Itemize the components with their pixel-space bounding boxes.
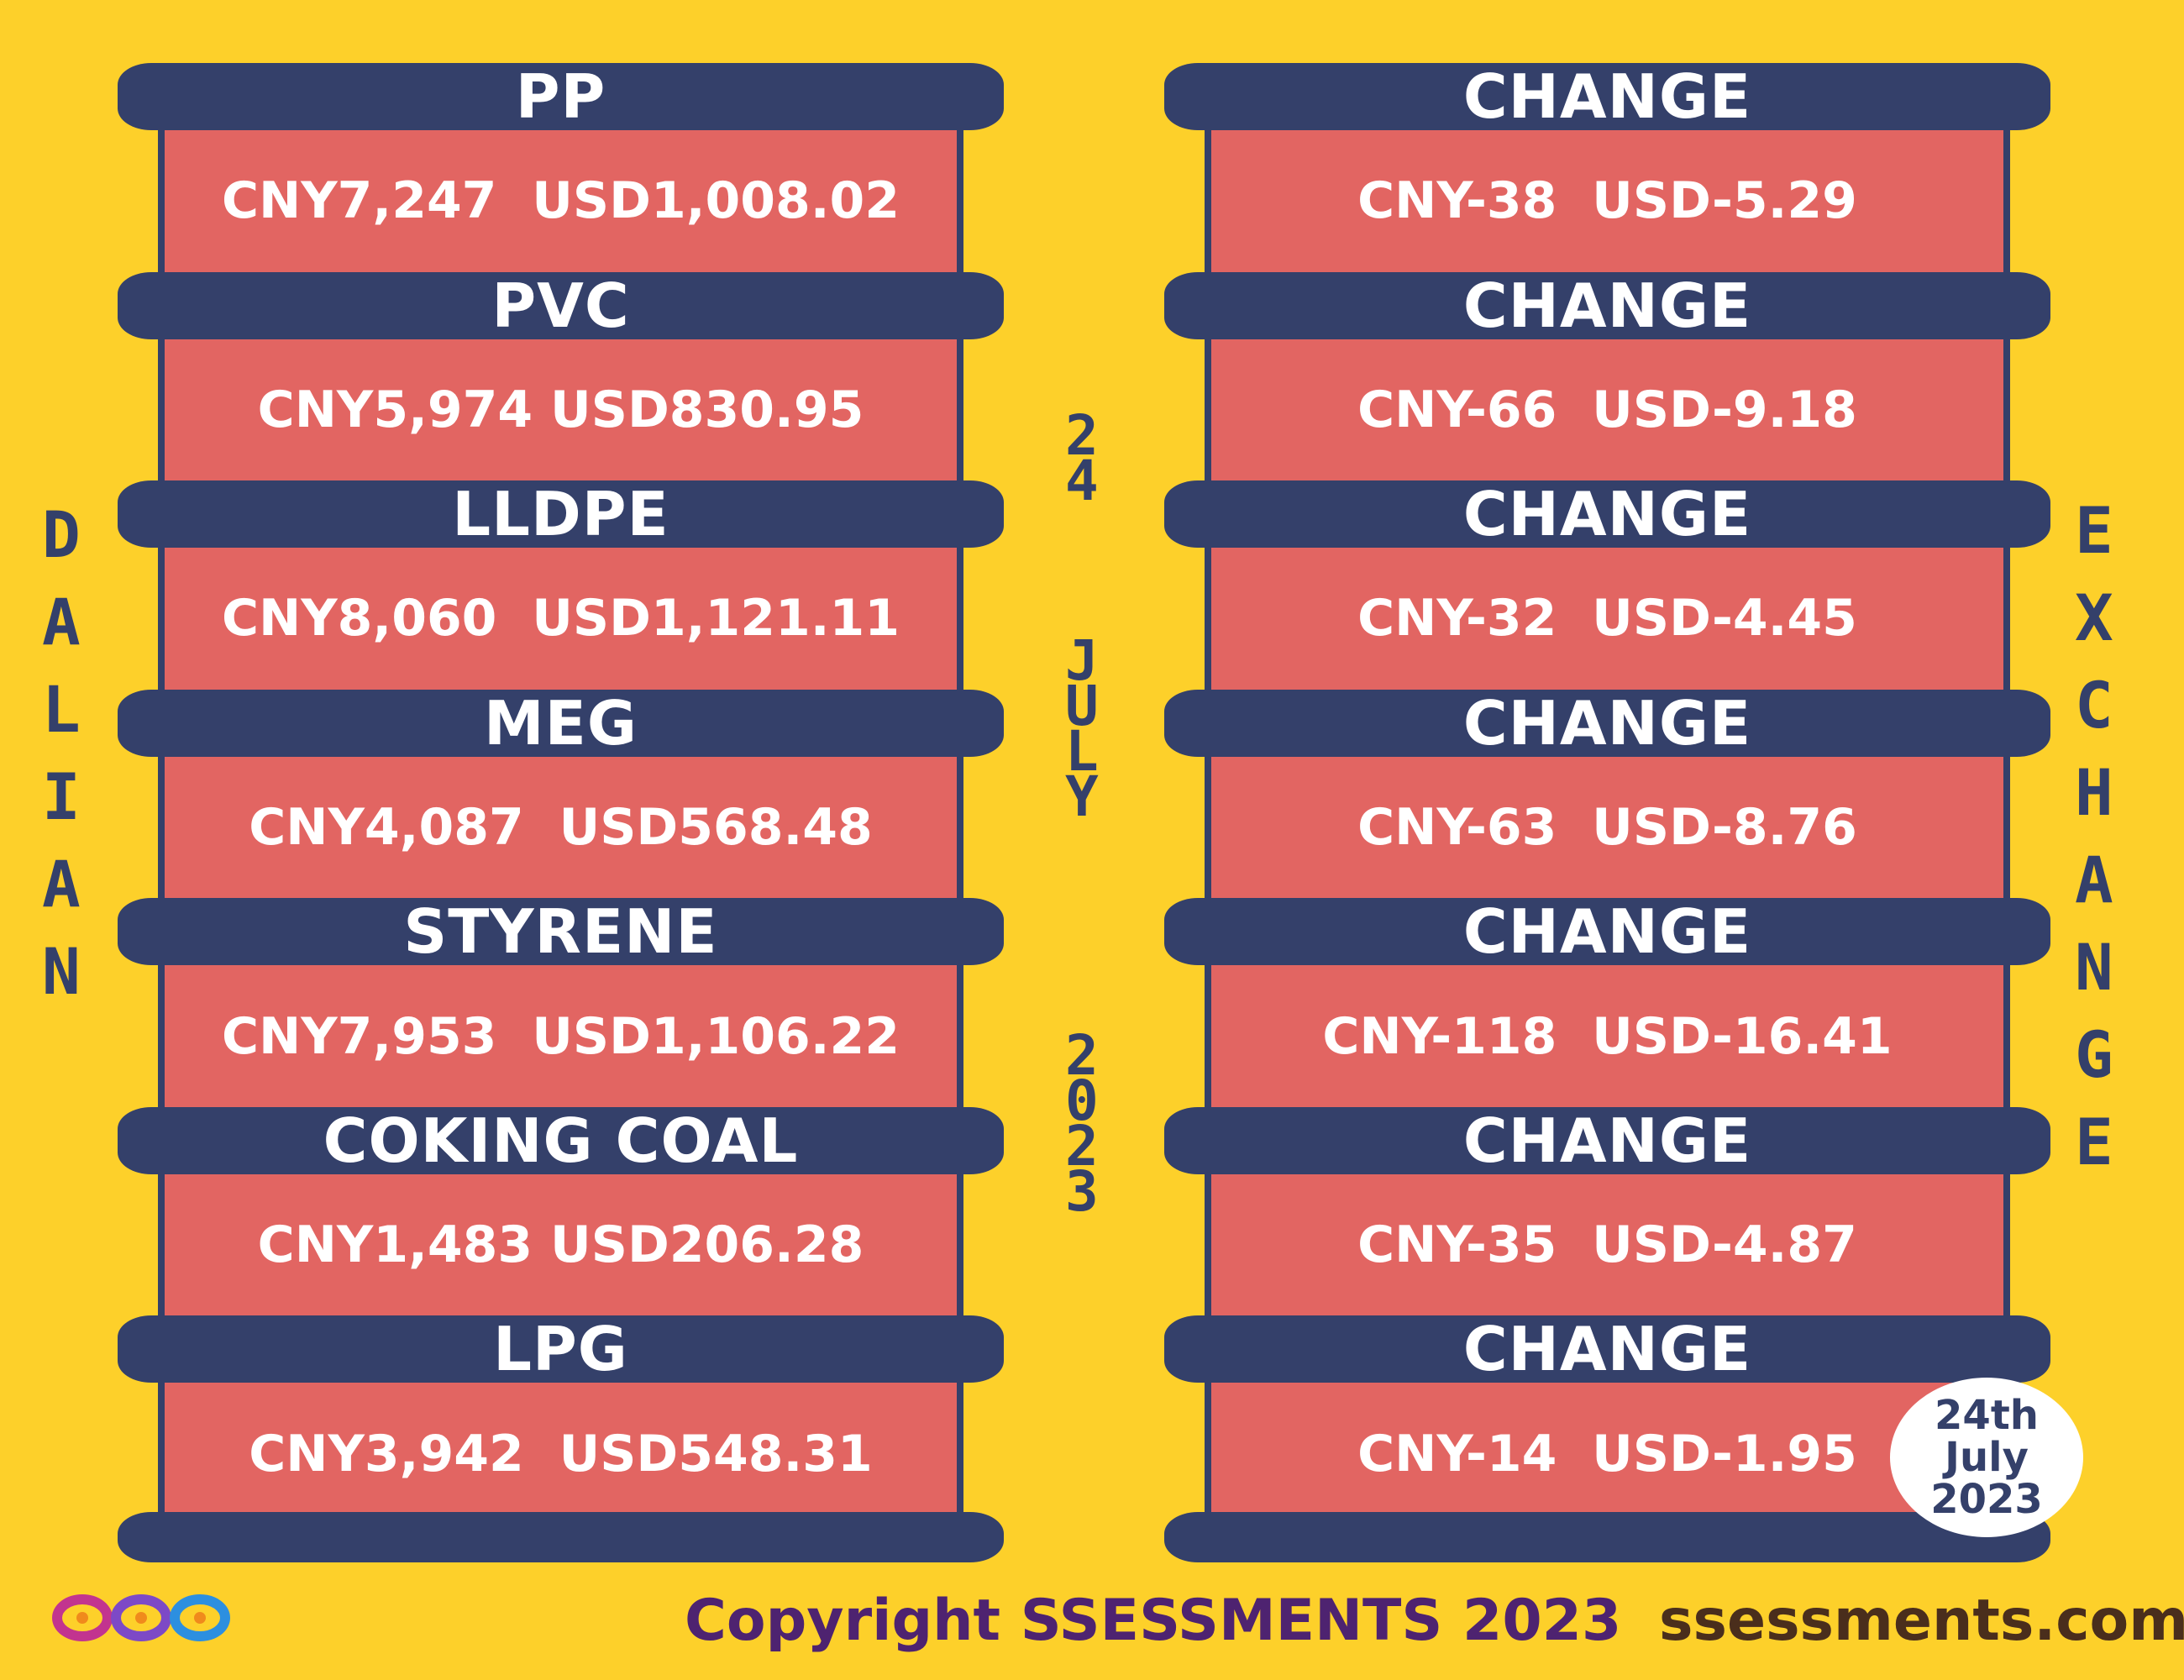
commodity-name: PP <box>118 63 1004 130</box>
change-value: CNY-38 USD-5.29 <box>1357 171 1857 231</box>
change-value: CNY-35 USD-4.87 <box>1357 1215 1857 1275</box>
change-label: CHANGE <box>1164 1106 2050 1174</box>
change-row: CHANGE CNY-118 USD-16.41 <box>1164 898 2050 1107</box>
commodity-row: PP CNY7,247 USD1,008.02 <box>118 63 1004 272</box>
date-badge-day: 24th <box>1935 1392 2039 1439</box>
change-label: CHANGE <box>1164 480 2050 549</box>
vertical-letter: X <box>2075 580 2113 655</box>
copyright-text: Copyright SSESSMENTS 2023 <box>685 1588 1622 1654</box>
commodity-name: PVC <box>118 271 1004 339</box>
commodity-row: LPG CNY3,942 USD548.31 <box>118 1315 1004 1525</box>
change-value: CNY-14 USD-1.95 <box>1357 1424 1857 1483</box>
logo-ring-left <box>52 1594 113 1641</box>
vertical-letter: H <box>2075 755 2113 830</box>
change-column: CHANGE CNY-38 USD-5.29 CHANGE CNY-66 USD… <box>1164 63 2050 1562</box>
commodity-name: LLDPE <box>118 480 1004 549</box>
commodity-row: MEG CNY4,087 USD568.48 <box>118 689 1004 899</box>
change-label: CHANGE <box>1164 63 2050 130</box>
ssessments-logo <box>52 1594 230 1641</box>
vertical-letter: L <box>42 672 81 747</box>
commodity-price: CNY1,483 USD206.28 <box>257 1215 864 1275</box>
vertical-letter: 0 <box>1065 1068 1099 1133</box>
commodity-price: CNY5,974 USD830.95 <box>257 380 864 439</box>
vertical-letter: 4 <box>1065 449 1099 513</box>
vertical-letter: D <box>42 497 81 572</box>
vertical-letter: Y <box>1065 764 1099 829</box>
vertical-letter: I <box>42 759 81 834</box>
change-value: CNY-32 USD-4.45 <box>1357 589 1857 648</box>
logo-dot <box>194 1612 206 1624</box>
vertical-letter: N <box>42 934 81 1009</box>
change-label: CHANGE <box>1164 898 2050 966</box>
vertical-letter: G <box>2075 1017 2113 1092</box>
change-row: CHANGE CNY-32 USD-4.45 <box>1164 480 2050 690</box>
change-value: CNY-63 USD-8.76 <box>1357 798 1857 858</box>
date-badge: 24th July 2023 <box>1890 1378 2083 1537</box>
change-label: CHANGE <box>1164 689 2050 757</box>
change-label: CHANGE <box>1164 1315 2050 1383</box>
vertical-letter: L <box>1065 719 1099 784</box>
vertical-letter: 3 <box>1065 1159 1099 1224</box>
commodity-row: LLDPE CNY8,060 USD1,121.11 <box>118 480 1004 690</box>
vertical-letter: A <box>2075 843 2113 917</box>
commodity-name: STYRENE <box>118 898 1004 966</box>
vertical-letter: 2 <box>1065 1114 1099 1179</box>
logo-ring-middle <box>111 1594 171 1641</box>
vertical-letter: E <box>2075 493 2113 568</box>
date-badge-year: 2023 <box>1930 1476 2043 1523</box>
vertical-letter: 2 <box>1065 403 1099 468</box>
logo-ring-right <box>170 1594 230 1641</box>
vertical-letter: 2 <box>1065 1023 1099 1088</box>
commodity-name: LPG <box>118 1315 1004 1383</box>
commodity-price: CNY7,247 USD1,008.02 <box>221 171 900 231</box>
commodity-price: CNY3,942 USD548.31 <box>249 1424 873 1483</box>
commodity-price: CNY7,953 USD1,106.22 <box>221 1006 900 1066</box>
commodity-row: STYRENE CNY7,953 USD1,106.22 <box>118 898 1004 1107</box>
column-bottom-bar <box>1164 1512 2050 1562</box>
commodity-price: CNY8,060 USD1,121.11 <box>221 589 900 648</box>
vertical-letter: N <box>2075 930 2113 1005</box>
vertical-letter: A <box>42 847 81 921</box>
commodity-row: COKING COAL CNY1,483 USD206.28 <box>118 1106 1004 1316</box>
column-bottom-bar <box>118 1512 1004 1562</box>
commodity-name: COKING COAL <box>118 1106 1004 1174</box>
commodity-name: MEG <box>118 689 1004 757</box>
change-row: CHANGE CNY-38 USD-5.29 <box>1164 63 2050 272</box>
commodity-price: CNY4,087 USD568.48 <box>249 798 873 858</box>
change-row: CHANGE CNY-66 USD-9.18 <box>1164 271 2050 481</box>
logo-dot <box>135 1612 147 1624</box>
change-row: CHANGE CNY-14 USD-1.95 <box>1164 1315 2050 1525</box>
commodity-price-column: PP CNY7,247 USD1,008.02 PVC CNY5,974 USD… <box>118 63 1004 1562</box>
vertical-letter: C <box>2075 668 2113 743</box>
logo-dot <box>76 1612 88 1624</box>
vertical-letter: J <box>1065 628 1099 693</box>
commodity-row: PVC CNY5,974 USD830.95 <box>118 271 1004 481</box>
vertical-letter: U <box>1065 674 1099 738</box>
vertical-letter: E <box>2075 1105 2113 1179</box>
change-label: CHANGE <box>1164 271 2050 339</box>
date-badge-month: July <box>1945 1434 2029 1481</box>
website-link[interactable]: ssessments.com <box>1659 1588 2184 1654</box>
vertical-letter: A <box>42 585 81 659</box>
change-row: CHANGE CNY-35 USD-4.87 <box>1164 1106 2050 1316</box>
change-value: CNY-66 USD-9.18 <box>1357 380 1857 439</box>
change-row: CHANGE CNY-63 USD-8.76 <box>1164 689 2050 899</box>
change-value: CNY-118 USD-16.41 <box>1322 1006 1893 1066</box>
